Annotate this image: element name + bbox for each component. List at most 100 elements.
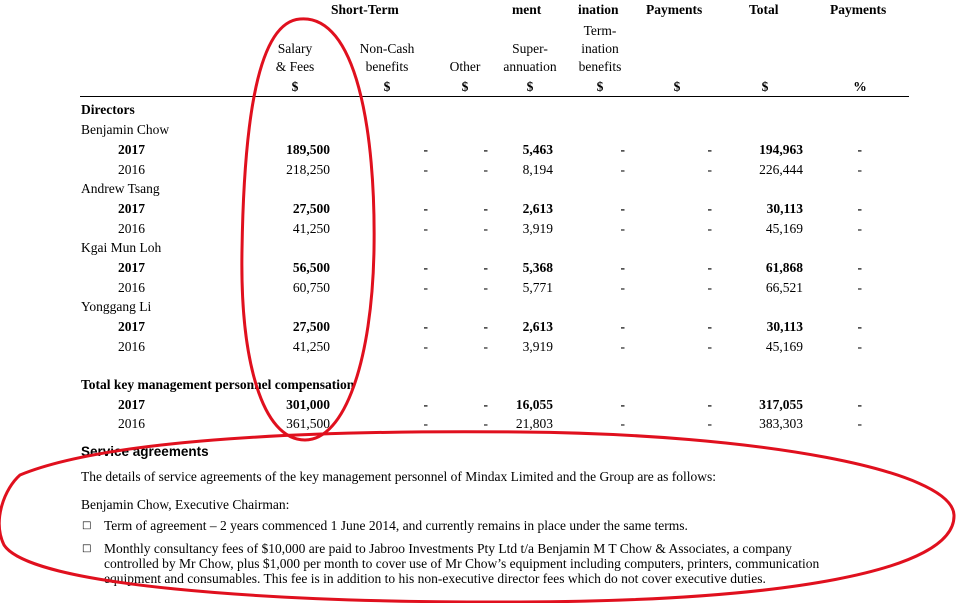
table-cell: 189,500 xyxy=(286,142,330,157)
table-cell: 21,803 xyxy=(515,416,553,431)
table-cell: - xyxy=(857,416,863,431)
table-cell: - xyxy=(620,319,626,334)
unit-noncash: $ xyxy=(383,79,391,94)
person-name: Yonggang Li xyxy=(81,299,152,314)
header-total: Total xyxy=(749,2,779,17)
col-header-salary-line1: Salary xyxy=(277,41,313,56)
table-cell: 5,368 xyxy=(522,260,553,275)
service-person: Benjamin Chow, Executive Chairman: xyxy=(81,497,290,512)
table-cell: - xyxy=(857,201,863,216)
table-cell: - xyxy=(483,339,489,354)
col-header-super-line1: Super- xyxy=(512,41,548,56)
table-cell: 194,963 xyxy=(759,142,803,157)
header-ination: ination xyxy=(578,2,619,17)
table-cell: - xyxy=(857,142,863,157)
table-cell: - xyxy=(620,221,626,236)
table-cell: 226,444 xyxy=(759,162,803,177)
table-cell: - xyxy=(483,280,489,295)
col-header-term: Term- xyxy=(583,23,617,38)
table-cell: 8,194 xyxy=(522,162,553,177)
unit-salary: $ xyxy=(291,79,299,94)
table-cell: 2,613 xyxy=(522,319,553,334)
unit-percent: % xyxy=(853,79,867,94)
table-cell: - xyxy=(423,416,429,431)
table-cell: - xyxy=(620,162,626,177)
unit-super: $ xyxy=(526,79,534,94)
table-cell: 45,169 xyxy=(765,221,803,236)
table-cell: - xyxy=(857,280,863,295)
table-cell: - xyxy=(620,339,626,354)
table-cell: - xyxy=(707,221,713,236)
unit-payments: $ xyxy=(673,79,681,94)
table-cell: - xyxy=(707,416,713,431)
table-cell: - xyxy=(483,416,489,431)
table-cell: - xyxy=(423,280,429,295)
row-year: 2017 xyxy=(118,260,145,275)
col-header-other: Other xyxy=(449,59,481,74)
service-bullet-2-line3: equipment and consumables. This fee is i… xyxy=(104,571,766,586)
table-cell: 61,868 xyxy=(765,260,803,275)
table-cell: - xyxy=(483,162,489,177)
table-cell: 317,055 xyxy=(759,397,803,412)
table-cell: 41,250 xyxy=(292,221,330,236)
table-cell: - xyxy=(423,339,429,354)
table-cell: 30,113 xyxy=(766,319,803,334)
section-label-directors: Directors xyxy=(81,102,135,117)
service-agreements-title: Service agreements xyxy=(81,444,209,459)
table-cell: - xyxy=(423,260,429,275)
table-cell: 5,463 xyxy=(522,142,553,157)
header-ment: ment xyxy=(512,2,542,17)
service-bullet-2-line2: controlled by Mr Chow, plus $1,000 per m… xyxy=(104,556,820,571)
table-cell: - xyxy=(857,397,863,412)
table-cell: 41,250 xyxy=(292,339,330,354)
person-name: Andrew Tsang xyxy=(81,181,160,196)
table-cell: - xyxy=(857,162,863,177)
col-header-term-line1: ination xyxy=(581,41,619,56)
header-short-term: Short-Term xyxy=(331,2,399,17)
table-cell: - xyxy=(620,142,626,157)
table-cell: 3,919 xyxy=(522,339,553,354)
person-name: Kgai Mun Loh xyxy=(81,240,162,255)
unit-total: $ xyxy=(761,79,769,94)
table-cell: - xyxy=(423,221,429,236)
table-cell: - xyxy=(707,142,713,157)
col-header-super-line2: annuation xyxy=(503,59,557,74)
header-rule xyxy=(80,96,909,97)
table-cell: 383,303 xyxy=(759,416,803,431)
row-year: 2016 xyxy=(118,162,145,177)
row-year: 2017 xyxy=(118,142,145,157)
table-cell: - xyxy=(423,201,429,216)
col-header-salary-line2: & Fees xyxy=(275,59,315,74)
table-cell: - xyxy=(857,319,863,334)
header-payments: Payments xyxy=(646,2,703,17)
table-cell: 361,500 xyxy=(286,416,330,431)
table-cell: 16,055 xyxy=(515,397,553,412)
col-header-noncash-line1: Non-Cash xyxy=(359,41,415,56)
table-cell: - xyxy=(483,201,489,216)
person-name: Benjamin Chow xyxy=(81,122,170,137)
table-cell: - xyxy=(857,339,863,354)
table-cell: - xyxy=(483,319,489,334)
table-cell: - xyxy=(620,280,626,295)
table-cell: 60,750 xyxy=(292,280,330,295)
table-cell: - xyxy=(857,221,863,236)
row-year: 2016 xyxy=(118,280,145,295)
table-cell: - xyxy=(707,319,713,334)
table-cell: - xyxy=(620,416,626,431)
unit-other: $ xyxy=(461,79,469,94)
table-cell: - xyxy=(620,201,626,216)
row-year: 2017 xyxy=(118,319,145,334)
table-cell: - xyxy=(707,339,713,354)
table-cell: - xyxy=(707,397,713,412)
col-header-noncash-line2: benefits xyxy=(365,59,409,74)
table-cell: - xyxy=(707,162,713,177)
table-cell: - xyxy=(620,397,626,412)
table-cell: 301,000 xyxy=(286,397,330,412)
table-cell: 56,500 xyxy=(292,260,330,275)
table-cell: - xyxy=(423,162,429,177)
bullet-2-icon: □ xyxy=(82,543,92,554)
table-cell: 5,771 xyxy=(522,280,553,295)
table-cell: - xyxy=(423,319,429,334)
table-cell: 27,500 xyxy=(292,201,330,216)
table-cell: 45,169 xyxy=(765,339,803,354)
